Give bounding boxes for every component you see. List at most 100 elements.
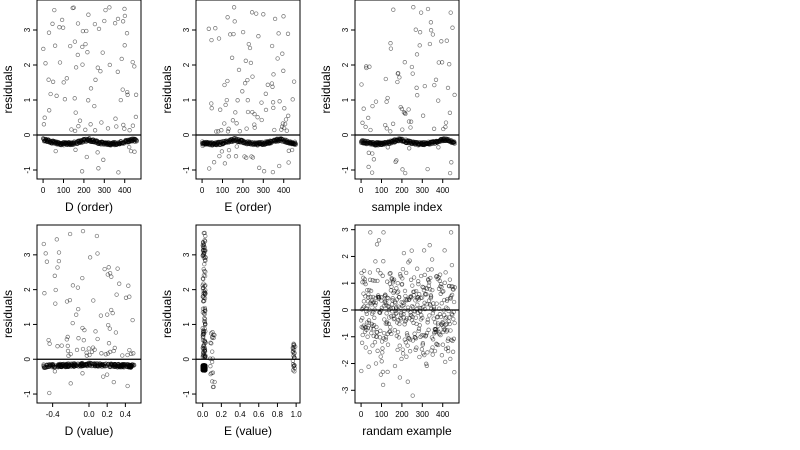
data-point	[418, 308, 423, 313]
data-point	[365, 287, 370, 293]
data-point	[275, 56, 280, 61]
data-point	[394, 158, 399, 163]
data-point	[428, 28, 434, 33]
data-point	[70, 283, 76, 288]
data-point	[397, 321, 402, 327]
data-point	[384, 300, 389, 305]
data-point	[243, 58, 248, 63]
data-point	[452, 139, 457, 144]
data-point	[120, 353, 125, 358]
y-tick-label: -1	[341, 333, 350, 341]
data-point	[277, 163, 282, 169]
data-point	[84, 350, 89, 355]
data-point	[419, 295, 425, 300]
data-point	[407, 295, 413, 300]
data-point	[122, 126, 127, 131]
data-point	[416, 328, 421, 334]
data-point	[370, 278, 375, 283]
data-point	[416, 326, 422, 331]
data-point	[128, 148, 134, 154]
data-point	[47, 341, 52, 346]
data-point	[47, 390, 52, 396]
x-tick-label: 0	[200, 186, 205, 195]
data-point	[75, 285, 81, 290]
data-point	[443, 120, 449, 125]
data-point	[219, 128, 224, 133]
data-point	[84, 353, 89, 358]
y-tick-label: 1	[182, 322, 191, 327]
y-tick-label: 2	[182, 62, 191, 67]
data-point	[280, 121, 286, 126]
data-point	[230, 118, 236, 123]
data-point	[380, 346, 385, 351]
data-point	[366, 292, 371, 297]
data-point	[99, 120, 104, 125]
data-point	[384, 321, 390, 326]
data-point	[377, 310, 383, 315]
data-point	[373, 99, 379, 104]
data-point	[373, 259, 378, 264]
data-point	[202, 345, 207, 350]
data-point	[98, 313, 104, 318]
data-point	[256, 34, 261, 39]
data-point	[77, 118, 83, 123]
data-point	[419, 333, 424, 338]
plot-frame	[195, 224, 301, 404]
data-point	[214, 129, 219, 134]
data-point	[425, 350, 430, 355]
data-point	[361, 106, 366, 111]
data-point	[428, 20, 434, 25]
data-point	[393, 300, 398, 306]
data-point	[265, 82, 270, 87]
y-tick-label: 0	[341, 307, 350, 312]
x-tick-label: 400	[436, 186, 450, 195]
data-point	[52, 43, 58, 48]
data-point	[366, 295, 371, 300]
data-point	[46, 337, 51, 343]
data-point	[439, 39, 444, 44]
data-point	[111, 348, 116, 354]
points-group	[41, 228, 137, 396]
data-point	[372, 340, 378, 345]
data-point	[450, 25, 455, 30]
data-point	[225, 15, 230, 20]
data-point	[388, 46, 394, 51]
data-point	[282, 121, 288, 127]
data-point	[64, 337, 69, 342]
x-tick-label: 100	[375, 410, 389, 419]
data-point	[371, 157, 377, 162]
data-point	[202, 305, 208, 311]
data-point	[392, 363, 398, 369]
data-point	[105, 126, 111, 131]
data-point	[115, 69, 120, 74]
data-point	[130, 317, 135, 323]
data-point	[421, 248, 427, 253]
data-point	[400, 347, 405, 352]
data-point	[366, 150, 371, 155]
data-point	[370, 343, 375, 348]
data-point	[380, 369, 386, 375]
data-point	[84, 28, 89, 34]
data-point	[383, 122, 388, 128]
data-point	[50, 21, 55, 26]
data-point	[443, 359, 448, 365]
data-point	[76, 336, 81, 341]
data-point	[428, 294, 434, 299]
x-tick-label: 0.0	[83, 410, 95, 419]
data-point	[124, 31, 130, 36]
data-point	[231, 31, 236, 37]
data-point	[448, 230, 454, 235]
data-point	[203, 248, 208, 253]
data-point	[395, 79, 400, 85]
data-point	[370, 103, 375, 109]
data-point	[407, 258, 412, 263]
data-point	[119, 56, 124, 62]
data-point	[361, 299, 367, 304]
data-point	[430, 345, 435, 350]
data-point	[206, 26, 211, 31]
data-point	[80, 371, 85, 376]
data-point	[397, 343, 402, 348]
data-point	[420, 341, 426, 346]
data-point	[226, 126, 231, 131]
x-tick-label: 0.2	[102, 410, 114, 419]
